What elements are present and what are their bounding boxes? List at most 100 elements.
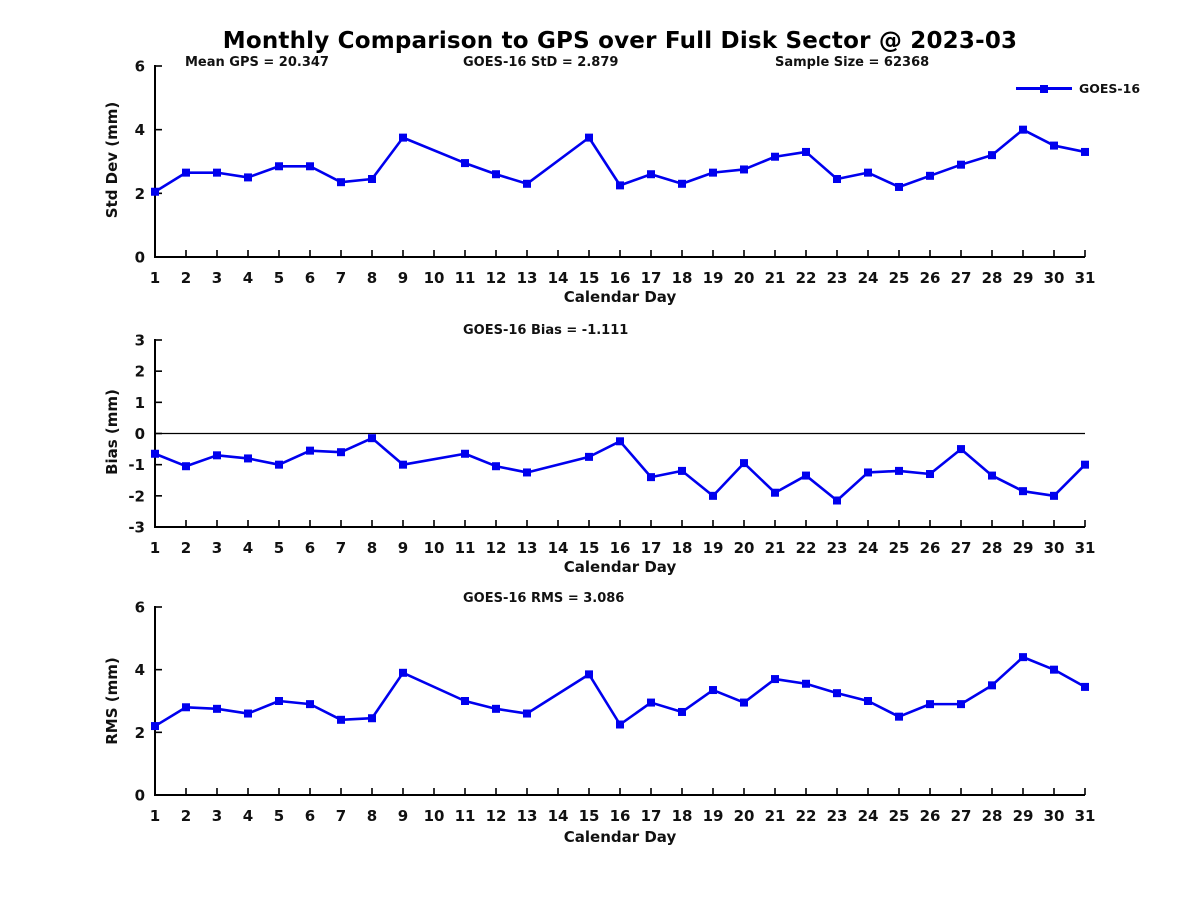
subplot-rms-marker-day-27 xyxy=(957,700,965,709)
y-axis-label-bias: Bias (mm) xyxy=(103,389,121,475)
subplot-rms-x-tick-label: 9 xyxy=(398,807,408,825)
legend-line-sample xyxy=(1016,84,1072,93)
subplot-std-dev-marker-day-12 xyxy=(492,170,500,179)
subplot-std-dev-x-tick-label: 10 xyxy=(424,269,445,287)
subplot-rms-marker-day-1 xyxy=(151,722,159,731)
subplot-std-dev-y-tick-label: 6 xyxy=(135,58,145,76)
subplot-rms-x-tick-label: 13 xyxy=(517,807,538,825)
subplot-bias-x-tick-label: 31 xyxy=(1075,539,1096,557)
subplot-std-dev-x-tick-label: 6 xyxy=(305,269,315,287)
subplot-rms-marker-day-9 xyxy=(399,668,407,677)
subplot-bias-marker-day-23 xyxy=(833,496,841,505)
subplot-std-dev-marker-day-4 xyxy=(244,173,252,182)
subplot-rms-marker-day-15 xyxy=(585,670,593,679)
subplot-std-dev-x-tick-label: 25 xyxy=(889,269,910,287)
subplot-bias-marker-day-15 xyxy=(585,452,593,461)
subplot-std-dev-marker-day-8 xyxy=(368,175,376,184)
subplot-std-dev-y-tick-label: 2 xyxy=(135,185,145,203)
subplot-rms-marker-day-6 xyxy=(306,700,314,709)
subplot-rms-marker-day-20 xyxy=(740,698,748,707)
subplot-bias-x-tick-label: 15 xyxy=(579,539,600,557)
subplot-std-dev-marker-day-16 xyxy=(616,181,624,190)
subplot-std-dev-marker-day-20 xyxy=(740,165,748,174)
subplot-rms-marker-day-31 xyxy=(1081,682,1089,691)
subplot-bias-x-tick-label: 12 xyxy=(486,539,507,557)
subplot-std-dev-x-tick-label: 26 xyxy=(920,269,941,287)
subplot-bias-y-tick-label: 1 xyxy=(135,394,145,412)
subplot-std-dev-marker-day-5 xyxy=(275,162,283,171)
subplot-std-dev-x-tick-label: 15 xyxy=(579,269,600,287)
subplot-std-dev-x-tick-label: 16 xyxy=(610,269,631,287)
subplot-std-dev-x-tick-label: 12 xyxy=(486,269,507,287)
subplot-rms-marker-day-3 xyxy=(213,704,221,713)
subplot-rms-marker-day-26 xyxy=(926,700,934,709)
subplot-rms-marker-day-30 xyxy=(1050,665,1058,674)
subplot-bias-y-tick-label: -1 xyxy=(128,456,145,474)
subplot-bias-x-tick-label: 25 xyxy=(889,539,910,557)
subplot-std-dev-marker-day-9 xyxy=(399,133,407,142)
subplot-std-dev-x-tick-label: 3 xyxy=(212,269,222,287)
subplot-std-dev-x-tick-label: 21 xyxy=(765,269,786,287)
subplot-rms-x-tick-label: 19 xyxy=(703,807,724,825)
subplot-rms-marker-day-4 xyxy=(244,709,252,718)
subplot-bias-marker-day-25 xyxy=(895,466,903,475)
subplot-bias-x-tick-label: 27 xyxy=(951,539,972,557)
subplot-rms-marker-day-16 xyxy=(616,720,624,729)
subplot-rms-x-tick-label: 4 xyxy=(243,807,253,825)
subplot-std-dev-x-tick-label: 29 xyxy=(1013,269,1034,287)
legend-square-marker-icon xyxy=(1040,84,1048,93)
subplot-rms-x-tick-label: 5 xyxy=(274,807,284,825)
subplot-bias-x-tick-label: 29 xyxy=(1013,539,1034,557)
subplot-bias-x-tick-label: 4 xyxy=(243,539,253,557)
subplot-bias-marker-day-31 xyxy=(1081,460,1089,469)
subplot-bias-marker-day-21 xyxy=(771,488,779,497)
subplot-std-dev-marker-day-30 xyxy=(1050,141,1058,150)
subplot-bias-x-tick-label: 20 xyxy=(734,539,755,557)
subplot-rms-marker-day-25 xyxy=(895,712,903,721)
subplot-bias-y-tick-label: 0 xyxy=(135,425,145,443)
subplot-rms-y-tick-label: 0 xyxy=(135,787,145,805)
subplot-std-dev-x-tick-label: 24 xyxy=(858,269,879,287)
subplot-rms-x-tick-label: 15 xyxy=(579,807,600,825)
subplot-rms-marker-day-13 xyxy=(523,709,531,718)
subplot-bias-series-line xyxy=(154,436,1086,502)
subplot-rms-x-tick-label: 20 xyxy=(734,807,755,825)
x-axis-label-bottom: Calendar Day xyxy=(563,828,677,846)
subplot-std-dev-marker-day-22 xyxy=(802,147,810,156)
subplot-bias-marker-day-9 xyxy=(399,460,407,469)
y-axis-label-rms: RMS (mm) xyxy=(103,657,121,745)
annotation-goes16-bias: GOES-16 Bias = -1.111 xyxy=(463,323,629,338)
subplot-bias-marker-day-27 xyxy=(957,445,965,454)
subplot-std-dev-marker-day-24 xyxy=(864,168,872,177)
subplot-std-dev-marker-day-15 xyxy=(585,133,593,142)
subplot-std-dev-x-tick-label: 5 xyxy=(274,269,284,287)
subplot-bias-marker-day-24 xyxy=(864,468,872,477)
subplot-bias-x-tick-label: 28 xyxy=(982,539,1003,557)
subplot-bias-x-tick-label: 30 xyxy=(1044,539,1065,557)
subplot-std-dev-x-tick-label: 19 xyxy=(703,269,724,287)
subplot-bias-marker-day-20 xyxy=(740,459,748,468)
subplot-rms-series-line xyxy=(154,655,1086,728)
subplot-std-dev-y-tick-label: 0 xyxy=(135,249,145,267)
subplot-bias-x-tick-label: 17 xyxy=(641,539,662,557)
subplot-rms-x-tick-label: 30 xyxy=(1044,807,1065,825)
subplot-std-dev-x-tick-label: 27 xyxy=(951,269,972,287)
subplot-std-dev-x-tick-label: 18 xyxy=(672,269,693,287)
subplot-std-dev-marker-day-13 xyxy=(523,179,531,188)
subplot-rms-x-tick-label: 21 xyxy=(765,807,786,825)
subplot-bias-x-tick-label: 7 xyxy=(336,539,346,557)
subplot-rms-x-tick-label: 26 xyxy=(920,807,941,825)
subplot-bias-x-tick-label: 24 xyxy=(858,539,879,557)
subplot-rms-marker-day-29 xyxy=(1019,653,1027,662)
subplot-bias-marker-day-26 xyxy=(926,470,934,479)
subplot-rms-x-tick-label: 16 xyxy=(610,807,631,825)
annotation-mean-gps: Mean GPS = 20.347 xyxy=(185,55,329,70)
subplot-bias-marker-day-2 xyxy=(182,462,190,471)
legend: GOES-16 xyxy=(1016,81,1140,96)
subplot-std-dev-x-tick-label: 8 xyxy=(367,269,377,287)
subplot-rms-x-tick-label: 24 xyxy=(858,807,879,825)
x-axis-label-top: Calendar Day xyxy=(563,288,677,306)
subplot-rms-marker-day-28 xyxy=(988,681,996,690)
subplot-rms-marker-day-19 xyxy=(709,686,717,695)
subplot-bias-x-tick-label: 6 xyxy=(305,539,315,557)
